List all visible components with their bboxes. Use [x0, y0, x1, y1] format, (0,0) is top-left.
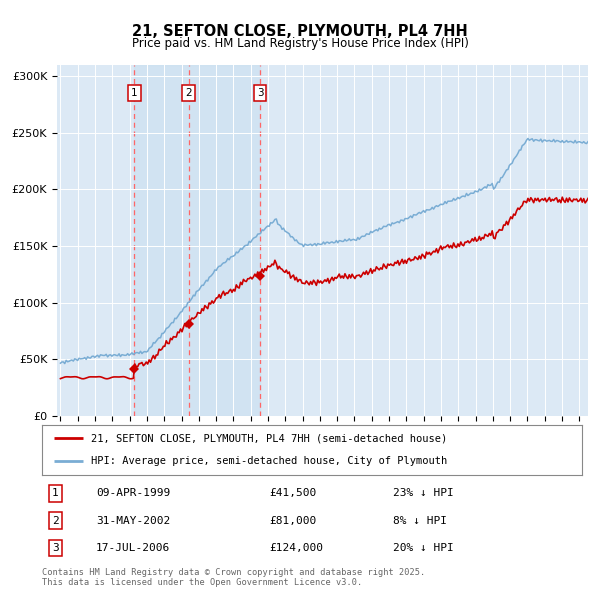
- Text: 1: 1: [131, 88, 137, 98]
- Text: 20% ↓ HPI: 20% ↓ HPI: [393, 543, 454, 553]
- Text: 31-MAY-2002: 31-MAY-2002: [96, 516, 170, 526]
- Text: Price paid vs. HM Land Registry's House Price Index (HPI): Price paid vs. HM Land Registry's House …: [131, 37, 469, 50]
- Text: HPI: Average price, semi-detached house, City of Plymouth: HPI: Average price, semi-detached house,…: [91, 457, 447, 467]
- Text: 2: 2: [185, 88, 192, 98]
- Text: 09-APR-1999: 09-APR-1999: [96, 489, 170, 499]
- Text: £41,500: £41,500: [269, 489, 316, 499]
- Bar: [134, 65, 260, 416]
- Text: Contains HM Land Registry data © Crown copyright and database right 2025.
This d: Contains HM Land Registry data © Crown c…: [42, 568, 425, 587]
- Text: 21, SEFTON CLOSE, PLYMOUTH, PL4 7HH (semi-detached house): 21, SEFTON CLOSE, PLYMOUTH, PL4 7HH (sem…: [91, 433, 447, 443]
- Text: 3: 3: [257, 88, 263, 98]
- Text: £81,000: £81,000: [269, 516, 316, 526]
- Text: £124,000: £124,000: [269, 543, 323, 553]
- Text: 1: 1: [52, 489, 59, 499]
- Text: 8% ↓ HPI: 8% ↓ HPI: [393, 516, 447, 526]
- Text: 3: 3: [52, 543, 59, 553]
- Text: 21, SEFTON CLOSE, PLYMOUTH, PL4 7HH: 21, SEFTON CLOSE, PLYMOUTH, PL4 7HH: [132, 24, 468, 38]
- Text: 23% ↓ HPI: 23% ↓ HPI: [393, 489, 454, 499]
- Text: 17-JUL-2006: 17-JUL-2006: [96, 543, 170, 553]
- Text: 2: 2: [52, 516, 59, 526]
